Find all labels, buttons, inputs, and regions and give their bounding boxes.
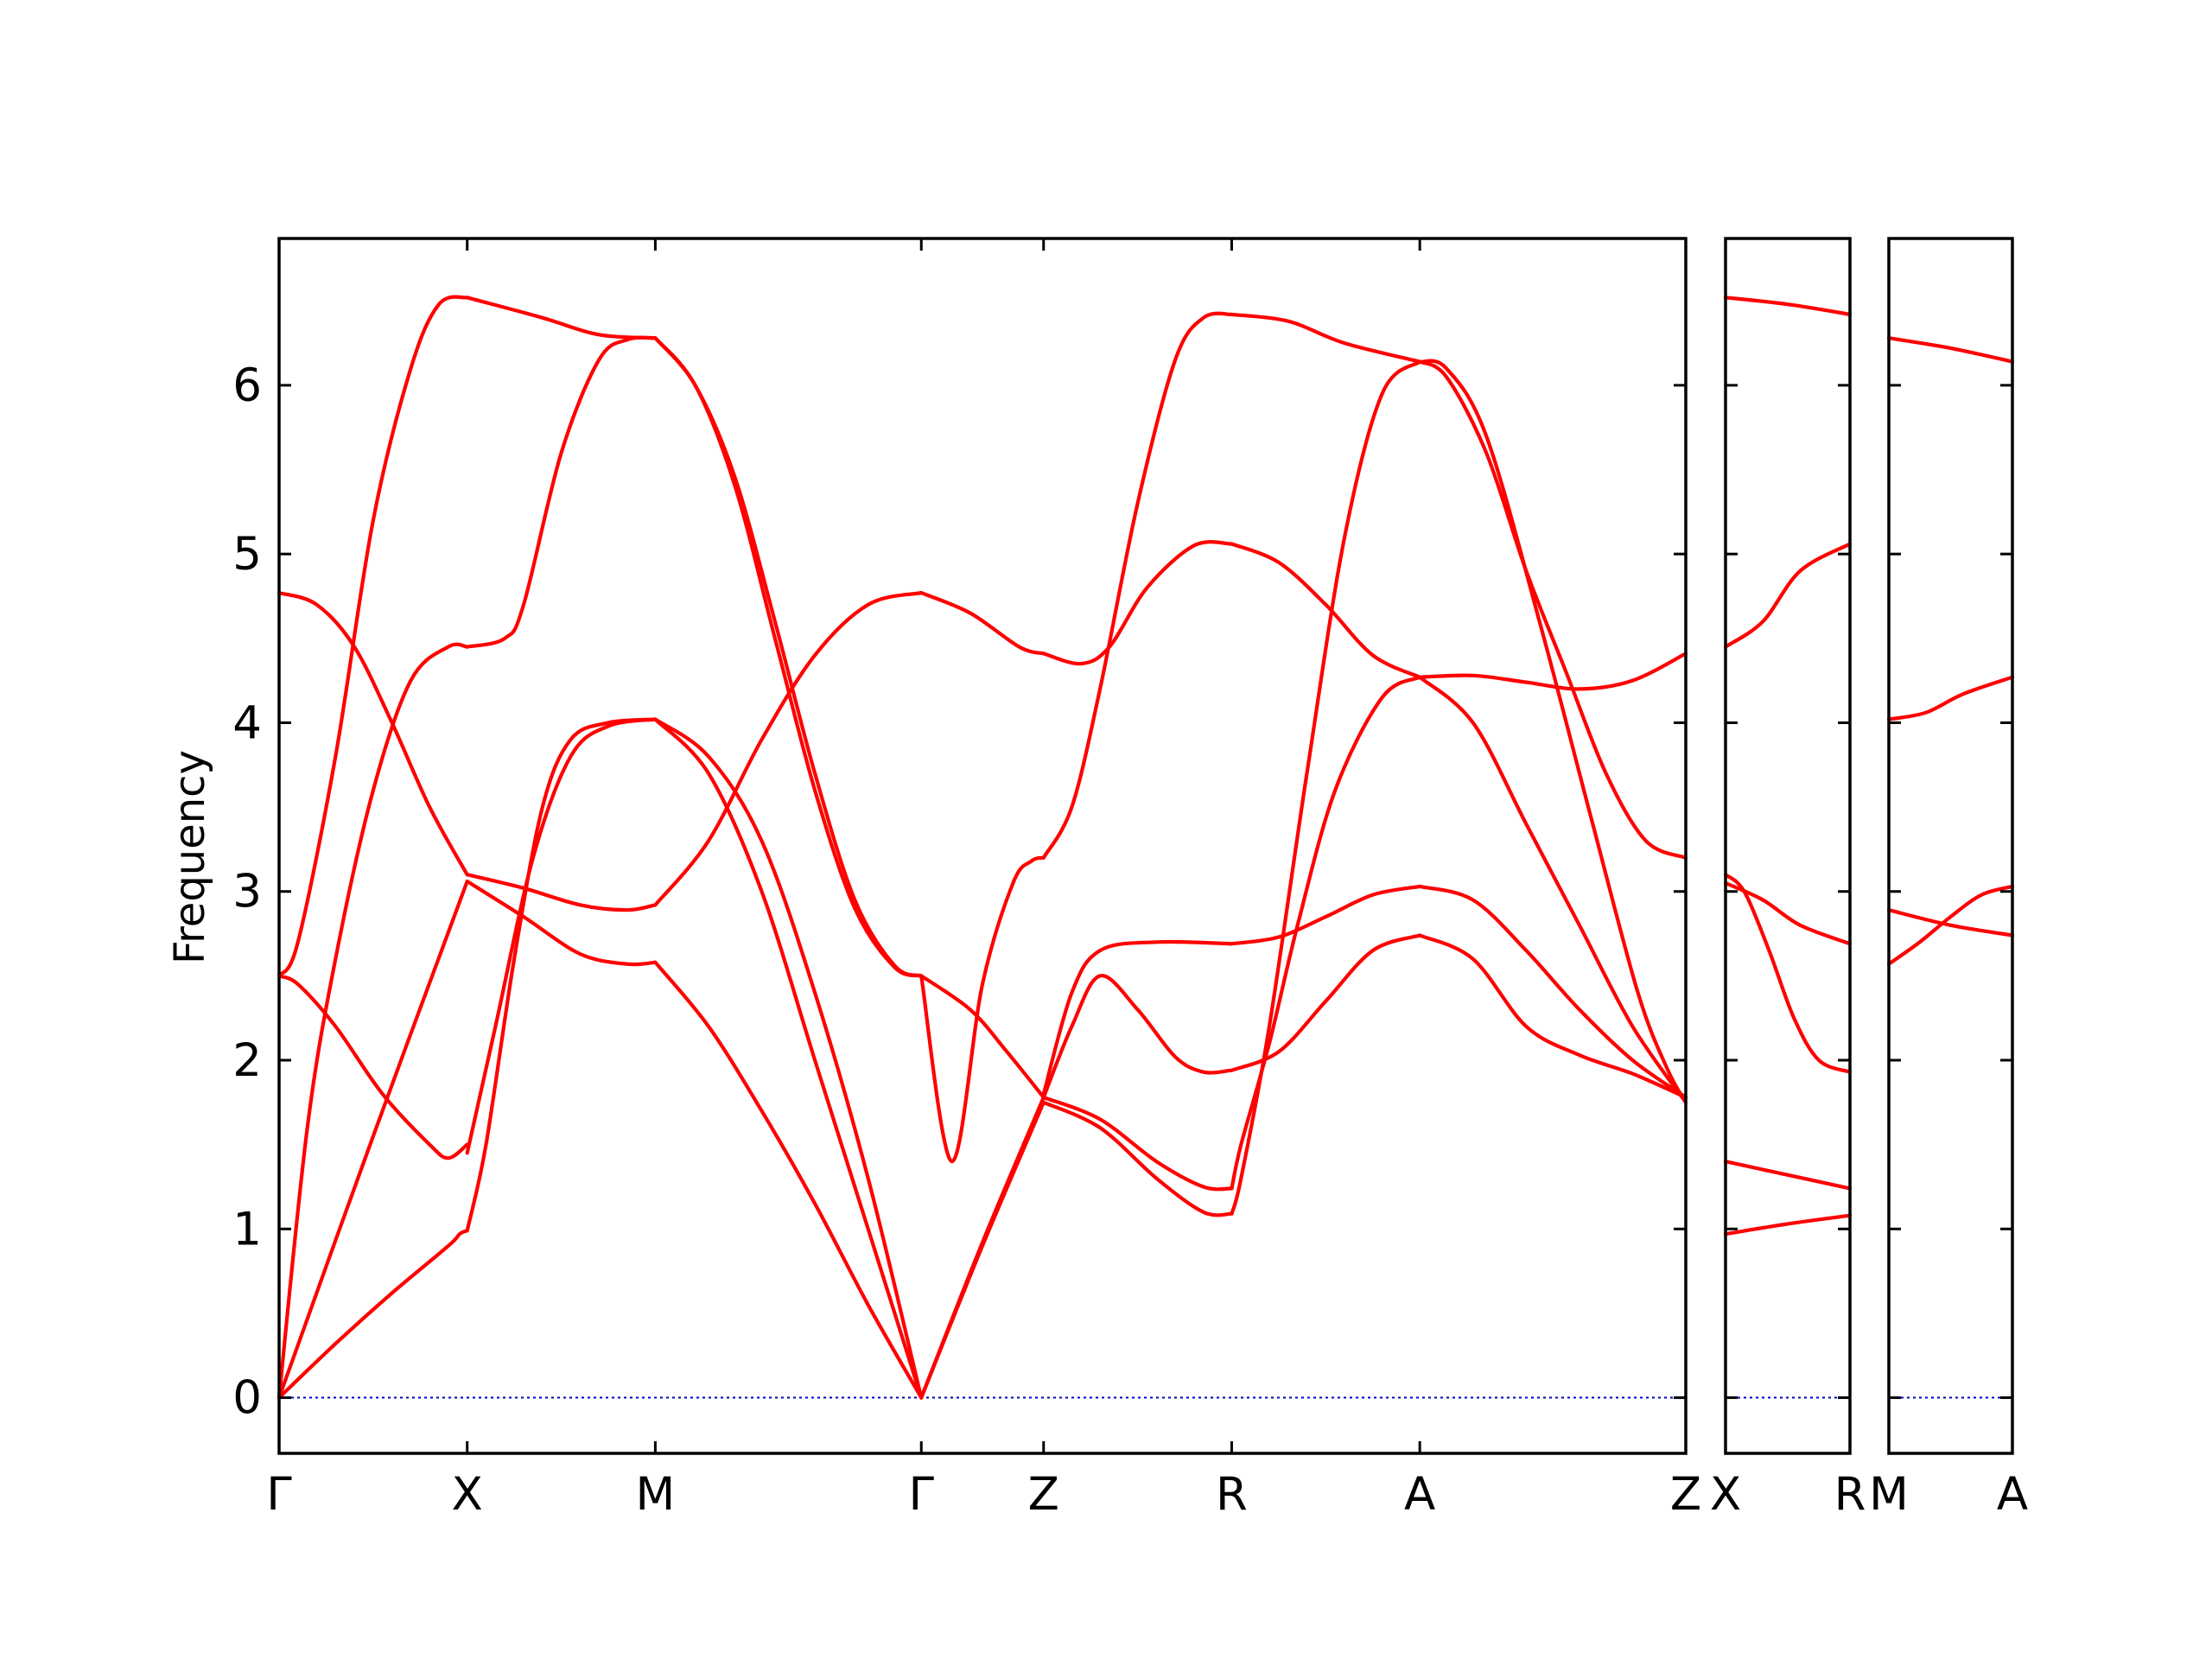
band-line-s2-b1 xyxy=(465,717,658,1233)
y-tick-label: 3 xyxy=(232,866,262,918)
band-line-s3-b6 xyxy=(653,336,924,978)
band-line-s6-b2 xyxy=(1230,675,1422,1191)
band-line-s1-b1 xyxy=(1886,884,2015,966)
band-line-s7-b6 xyxy=(1418,933,1688,1100)
band-line-s5-b1 xyxy=(1041,1100,1234,1217)
x-tick-label: Γ xyxy=(266,1468,292,1521)
band-line-s3-b2 xyxy=(653,717,924,1400)
band-line-s6-b4 xyxy=(1230,884,1422,946)
band-line-s3-b5 xyxy=(653,336,924,978)
x-tick-label: A xyxy=(1997,1468,2028,1521)
x-tick-label: A xyxy=(1404,1468,1435,1521)
y-tick-label: 1 xyxy=(232,1203,262,1255)
band-line-s1-b4 xyxy=(1886,336,2015,364)
band-line-s4-b2 xyxy=(919,1095,1046,1400)
band-line-s1-b2 xyxy=(1886,908,2015,938)
y-tick-label: 4 xyxy=(232,696,262,749)
band-line-s1-b1 xyxy=(1723,1213,1853,1236)
band-line-s5-b6 xyxy=(1041,540,1234,666)
band-line-s1-b6 xyxy=(1723,296,1853,316)
y-axis-label: Frequency xyxy=(166,750,214,964)
y-tick-label: 6 xyxy=(232,359,262,412)
panel-frame xyxy=(1887,237,2014,1455)
band-line-s6-b3 xyxy=(1230,933,1422,1072)
x-tick-label: R xyxy=(1216,1468,1248,1521)
x-tick-label: X xyxy=(452,1468,483,1521)
panel-frame xyxy=(1724,237,1852,1455)
band-line-s2-b4 xyxy=(465,873,658,912)
band-line-s5-b4 xyxy=(1041,939,1234,1096)
y-tick-label: 0 xyxy=(232,1372,262,1425)
band-line-s1-b3 xyxy=(1886,675,2015,721)
y-tick-label: 5 xyxy=(232,528,262,581)
band-line-s1-b3 xyxy=(1723,873,1853,1074)
band-line-s5-b5 xyxy=(1041,311,1234,860)
band-line-s2-b5 xyxy=(465,335,658,649)
band-line-s7-b2 xyxy=(1418,359,1688,860)
panel-frame xyxy=(277,237,1688,1455)
x-tick-label: Z xyxy=(1670,1468,1701,1521)
y-tick-label: 2 xyxy=(232,1034,262,1087)
band-line-s6-b1 xyxy=(1230,359,1422,1216)
band-line-s1-b4 xyxy=(276,974,469,1160)
band-line-s1-b5 xyxy=(276,295,469,978)
band-line-s7-b4 xyxy=(1418,675,1688,1104)
band-line-s3-b1 xyxy=(653,960,924,1400)
x-tick-label: X xyxy=(1710,1468,1741,1521)
band-line-s4-b5 xyxy=(919,591,1046,656)
band-line-s6-b6 xyxy=(1230,312,1422,364)
band-line-s1-b2 xyxy=(1723,1160,1853,1191)
band-line-s1-b4 xyxy=(1723,880,1853,946)
band-line-s1-b3 xyxy=(276,642,469,1400)
x-tick-label: Z xyxy=(1028,1468,1059,1521)
band-line-s1-b1 xyxy=(276,1229,469,1400)
band-line-s6-b5 xyxy=(1230,542,1422,679)
band-line-s2-b3 xyxy=(465,879,658,967)
band-line-s7-b1 xyxy=(1418,359,1688,1104)
band-line-s2-b6 xyxy=(465,296,658,340)
band-line-s1-b6 xyxy=(276,591,469,877)
band-line-s1-b2 xyxy=(276,879,469,1400)
x-tick-label: M xyxy=(1869,1468,1909,1521)
band-line-s5-b3 xyxy=(1041,974,1234,1100)
x-tick-label: Γ xyxy=(908,1468,934,1521)
x-tick-label: M xyxy=(636,1468,676,1521)
band-line-s4-b4 xyxy=(919,855,1046,1164)
band-line-s3-b4 xyxy=(653,591,924,907)
band-line-s7-b3 xyxy=(1418,652,1688,691)
x-tick-label: R xyxy=(1834,1468,1866,1521)
band-line-s4-b3 xyxy=(919,974,1046,1100)
band-line-s1-b5 xyxy=(1723,542,1853,649)
band-line-s2-b2 xyxy=(465,717,658,1155)
panel-1: 0 1 2 3 4 5 6 Γ X M Γ Z R A Z xyxy=(232,237,1701,1521)
band-line-s3-b3 xyxy=(653,717,924,1400)
band-line-s5-b2 xyxy=(1041,1095,1234,1192)
band-line-s7-b5 xyxy=(1418,884,1688,1100)
